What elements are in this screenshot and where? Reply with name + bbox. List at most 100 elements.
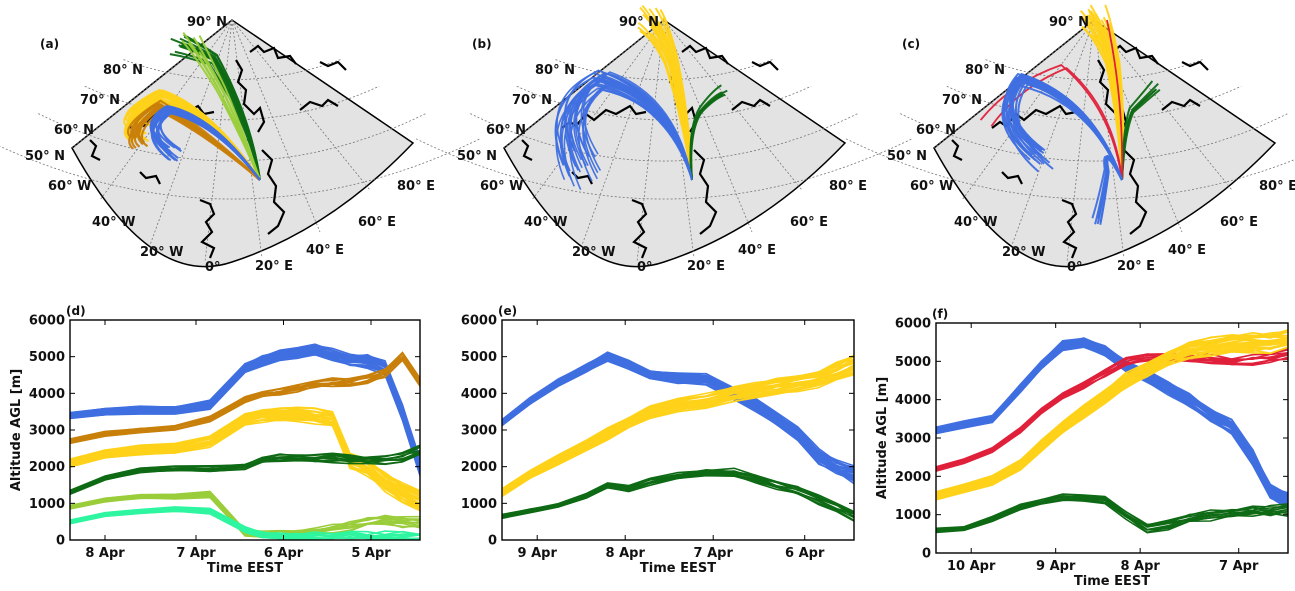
series-line (502, 354, 854, 490)
panel-label: (d) (66, 304, 86, 318)
trajectory-line (568, 80, 693, 181)
series-line (70, 506, 420, 536)
coastline (751, 60, 779, 71)
y-tick-label: 1000 (461, 497, 497, 512)
coastline (521, 139, 533, 161)
longitude-label: 40° W (92, 215, 135, 230)
longitude-label: 80° E (397, 179, 435, 194)
latitude-label: 60° N (54, 123, 94, 138)
longitude-label: 20° W (140, 245, 183, 260)
latitude-label: 90° N (619, 15, 659, 30)
coastline (731, 98, 771, 111)
series-line (70, 352, 420, 440)
coastline (199, 198, 216, 259)
series-line (502, 473, 854, 522)
longitude-label: 60° E (358, 215, 396, 230)
y-tick-label: 2000 (895, 470, 931, 485)
longitude-label: 0° (1067, 260, 1083, 275)
coastline (1161, 98, 1201, 111)
meridian-gridline (1066, 19, 1095, 263)
coastline (139, 171, 161, 185)
longitude-label: 40° E (306, 243, 344, 258)
series-line (70, 406, 420, 493)
latitude-gridline (415, 138, 913, 200)
coastline (693, 149, 718, 235)
coastline (261, 149, 286, 235)
y-tick-label: 3000 (461, 424, 497, 439)
series-line (936, 330, 1288, 493)
longitude-label: 40° E (738, 243, 776, 258)
meridian-gridline (636, 19, 665, 263)
latitude-label: 70° N (80, 93, 120, 108)
x-tick-label: 8 Apr (85, 546, 125, 561)
series-line (502, 351, 854, 471)
trajectory-line (1106, 19, 1124, 181)
series-group (70, 343, 420, 540)
longitude-label: 40° W (524, 215, 567, 230)
x-tick-label: 8 Apr (1120, 559, 1160, 574)
latitude-label: 50° N (25, 149, 65, 164)
coastline (951, 139, 963, 161)
panel-label: (f) (932, 307, 948, 321)
coastline (89, 139, 101, 161)
longitude-label: 40° E (1168, 243, 1206, 258)
coastline (1123, 149, 1148, 235)
series-group (936, 329, 1288, 534)
panel-label: (b) (472, 37, 492, 51)
longitude-label: 20° E (687, 259, 725, 274)
longitude-label: 40° W (954, 215, 997, 230)
x-tick-label: 5 Apr (351, 546, 391, 561)
longitude-label: 80° E (829, 179, 867, 194)
trajectory-line (582, 80, 693, 181)
panel-label: (e) (498, 304, 517, 318)
latitude-label: 80° N (535, 63, 575, 78)
latitude-label: 90° N (187, 15, 227, 30)
series-group (502, 351, 854, 522)
y-tick-label: 3000 (895, 432, 931, 447)
y-tick-label: 5000 (461, 350, 497, 365)
trajectory-line (152, 107, 261, 181)
y-tick-label: 4000 (895, 393, 931, 408)
map-panel-2: (c) 90° N 80° N 70° N 60° N 50° N 60° W 40° W 20… (845, 4, 1295, 275)
latitude-gridline (123, 59, 341, 81)
latitude-gridline (0, 138, 481, 200)
coastline (1181, 60, 1209, 71)
y-tick-label: 4000 (29, 387, 65, 402)
trajectory-line (1004, 72, 1123, 181)
longitude-label: 60° W (910, 179, 953, 194)
line-chart-2: 0 1000 2000 3000 4000 5000 6000 10 Apr 9 Apr 8 Ap… (875, 307, 1289, 589)
series-line (70, 343, 420, 463)
longitude-label: 80° E (1259, 179, 1295, 194)
x-tick-label: 7 Apr (176, 546, 216, 561)
trajectory-line (690, 89, 728, 181)
y-axis-label: Altitude AGL [m] (875, 377, 890, 499)
latitude-label: 60° N (916, 123, 956, 138)
trajectory-line (1096, 155, 1123, 217)
y-tick-label: 5000 (895, 355, 931, 370)
coastline (319, 60, 347, 71)
coastline (249, 44, 297, 65)
longitude-label: 20° W (572, 245, 615, 260)
coastline (1061, 198, 1078, 259)
coastline (1001, 171, 1023, 185)
coastline (1097, 59, 1128, 133)
y-tick-label: 6000 (895, 317, 931, 332)
x-tick-label: 7 Apr (694, 546, 734, 561)
latitude-gridline (470, 113, 858, 162)
latitude-label: 90° N (1049, 15, 1089, 30)
longitude-label: 20° E (1117, 259, 1155, 274)
map-panel-1: (b) 90° N 80° N 70° N 60° N 50° N 60° W 40° W 20… (415, 4, 913, 275)
x-tick-label: 9 Apr (1036, 559, 1076, 574)
y-axis-label: Altitude AGL [m] (9, 369, 24, 491)
latitude-gridline (985, 59, 1203, 81)
longitude-label: 60° E (1220, 215, 1258, 230)
longitude-label: 0° (637, 260, 653, 275)
latitude-label: 50° N (887, 149, 927, 164)
y-tick-label: 0 (56, 534, 65, 549)
longitude-label: 20° W (1002, 245, 1045, 260)
latitude-label: 50° N (457, 149, 497, 164)
y-tick-label: 4000 (461, 387, 497, 402)
latitude-gridline (845, 138, 1295, 200)
latitude-gridline (38, 113, 426, 162)
